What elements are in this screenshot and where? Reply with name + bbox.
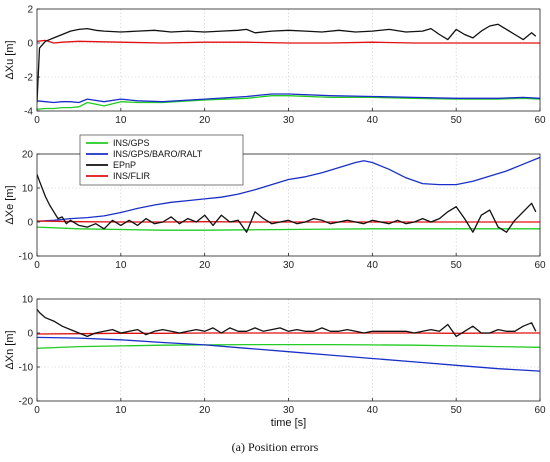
series-line-epnp [37, 23, 537, 103]
legend-label: INS/FLIR [113, 171, 151, 181]
x-tick-label: 50 [451, 260, 463, 271]
x-tick-label: 40 [367, 405, 379, 416]
series-line-ins-gps [37, 226, 540, 231]
y-tick-label: 10 [22, 184, 34, 195]
y-tick-label: -10 [19, 363, 34, 374]
x-tick-label: 10 [115, 405, 127, 416]
x-tick-label: 0 [34, 260, 40, 271]
y-tick-label: 0 [27, 329, 33, 340]
y-tick-label: 20 [22, 150, 34, 161]
y-axis-label: ΔXu [m] [4, 40, 16, 79]
y-tick-label: -10 [19, 252, 34, 263]
chart-panel-1: 0 10 20 30 40 50 60 -4 -2 0 2 ΔXu [m] [4, 5, 546, 127]
x-tick-label: 40 [367, 260, 379, 271]
legend-label: INS/GPS/BARO/RALT [113, 149, 203, 159]
x-tick-label: 30 [283, 115, 295, 126]
x-tick-label: 20 [199, 405, 211, 416]
chart-panel-3: 0 10 20 30 40 50 60 -20 -10 0 10 ΔXn [m] time [s] [4, 295, 546, 430]
x-tick-label: 10 [115, 115, 127, 126]
x-tick-label: 40 [367, 115, 379, 126]
x-tick-label: 20 [199, 260, 211, 271]
y-axis-label: ΔXn [m] [4, 330, 16, 369]
x-tick-label: 60 [534, 115, 546, 126]
x-tick-label: 0 [34, 115, 40, 126]
y-tick-label: 0 [27, 218, 33, 229]
series-line-epnp [37, 174, 537, 233]
y-tick-label: -20 [19, 397, 34, 408]
series-line-ins-gps-baro-ralt [37, 336, 540, 372]
x-tick-label: 50 [451, 405, 463, 416]
x-tick-label: 50 [451, 115, 463, 126]
series-line-ins-gps-baro-ralt [37, 93, 540, 104]
x-tick-label: 60 [534, 260, 546, 271]
x-tick-label: 0 [34, 405, 40, 416]
x-tick-label: 30 [283, 405, 295, 416]
y-tick-label: 0 [27, 39, 33, 50]
y-tick-label: -4 [24, 107, 33, 118]
x-tick-label: 20 [199, 115, 211, 126]
x-tick-label: 60 [534, 405, 546, 416]
series-line-ins-flir [37, 39, 540, 44]
y-tick-label: 2 [27, 5, 33, 16]
y-tick-label: -2 [24, 73, 33, 84]
series-line-ins-gps [37, 95, 540, 110]
y-axis-label: ΔXe [m] [4, 185, 16, 224]
series-line-ins-gps [37, 343, 540, 349]
series-line-ins-gps-baro-ralt [37, 156, 540, 222]
series-line-ins-flir [37, 220, 540, 223]
x-axis-label: time [s] [271, 417, 306, 429]
x-tick-label: 10 [115, 260, 127, 271]
legend-label: EPnP [113, 160, 136, 170]
x-tick-label: 30 [283, 260, 295, 271]
y-tick-label: 10 [22, 295, 34, 306]
series-line-epnp [37, 308, 537, 338]
legend-label: INS/GPS [113, 138, 150, 148]
figure-caption: (a) Position errors [231, 440, 319, 454]
